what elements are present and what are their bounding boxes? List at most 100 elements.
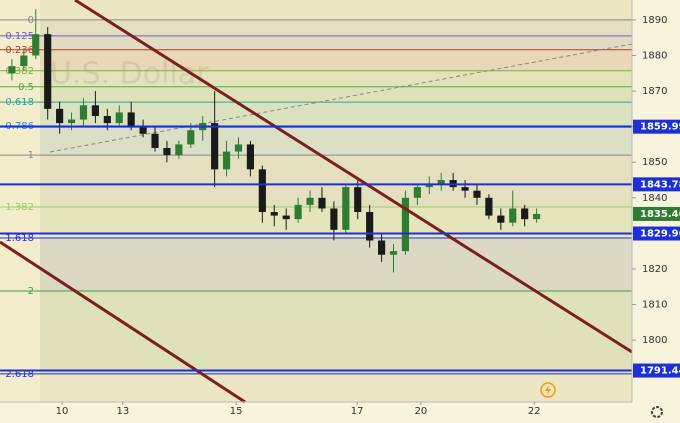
fib-band [40,291,632,374]
fib-label: 0.618 [5,97,34,108]
x-tick-label: 15 [230,406,243,417]
fib-bands [40,19,632,374]
price-level-tag [633,363,680,378]
price-level-tag [633,226,680,241]
fib-band [40,237,632,292]
y-tick-label: 1820 [642,264,667,275]
candle-body [473,190,481,198]
event-icon[interactable] [540,382,556,398]
fib-band [40,125,632,156]
candle-body [258,169,266,213]
trend-line [49,43,633,153]
candle-body [330,208,338,230]
price-level-label: 1791.44 [640,366,680,377]
fib-label: 2.618 [5,369,34,380]
price-level-tag [633,177,680,192]
x-tick-label: 10 [56,406,69,417]
candle-body [533,213,541,220]
candle-body [461,187,469,191]
candle-body [115,112,123,124]
fib-band [40,19,632,36]
y-tick-label: 1890 [642,15,667,26]
x-tick-label: 17 [351,406,364,417]
candle-body [485,197,493,216]
candle-body [163,147,171,156]
candle-body [56,108,64,124]
fib-label: 0.5 [18,82,34,93]
fib-band [40,102,632,126]
y-tick-label: 1850 [642,157,667,168]
y-tick-label: 1810 [642,300,667,311]
price-levels [0,125,632,372]
candle-body [389,251,398,255]
fib-band [40,35,632,50]
candle-body [306,197,314,205]
candle-body [211,123,219,170]
fib-area [40,0,632,402]
candle-body [354,187,362,213]
candle-body [175,144,183,156]
candle-body [8,66,16,74]
y-tick-label: 1800 [642,335,667,346]
candle-body [187,130,195,145]
x-tick-label: 20 [415,406,428,417]
price-level-label: 1859.99 [640,122,680,133]
candles [8,9,541,273]
last-price-label: 1835.46 [640,209,680,220]
candle-body [437,180,445,184]
axes: 1800181018201830184018501860187018801890… [56,15,680,417]
fib-label: 1.618 [5,233,34,244]
channel-line [74,0,633,354]
candle-body [270,212,278,216]
fib-label: 0.382 [5,66,34,77]
candle-body [378,240,386,255]
candle-body [127,112,135,127]
price-level-tag [633,119,680,134]
candle-body [44,34,52,109]
candle-body [342,187,350,230]
candle-body [32,34,40,56]
candle-body [282,215,290,220]
event-icon-bolt [545,385,551,395]
fib-band [40,86,632,103]
candle-body [139,126,147,134]
candle-body [318,197,326,209]
candle-body [413,187,421,198]
settings-icon[interactable] [651,406,663,418]
fib-label: 1 [28,150,34,161]
candle-body [20,55,28,67]
candle-body [401,197,410,252]
fib-label: 1.382 [5,202,34,213]
candle-body [91,105,99,116]
candle-body [497,215,505,223]
candle-body [294,204,302,220]
candle-body [246,144,254,170]
fib-label: 2 [28,286,34,297]
candle-body [67,119,76,124]
price-level-label: 1843.78 [640,179,680,190]
candle-body [366,212,374,241]
candle-body [521,208,529,220]
y-tick-label: 1880 [642,50,667,61]
fib-label: 0.125 [5,31,34,42]
candle-body [509,208,517,223]
fib-band [40,70,632,87]
fib-label: 0 [28,15,34,26]
fib-band [40,155,632,208]
watermark: U.S. Dollar [50,57,209,92]
fib-band [40,49,632,71]
x-tick-label: 22 [528,406,541,417]
candle-body [222,151,231,170]
x-tick-label: 13 [116,406,129,417]
channel-line [0,240,246,404]
last-price-tag [633,206,680,221]
candle-body [234,144,243,152]
candle-body [79,105,88,120]
y-tick-label: 1840 [642,193,667,204]
y-tick-label: 1870 [642,86,667,97]
candle-body [151,133,159,148]
candle-body [103,115,111,124]
fib-label: 0.236 [5,45,34,56]
